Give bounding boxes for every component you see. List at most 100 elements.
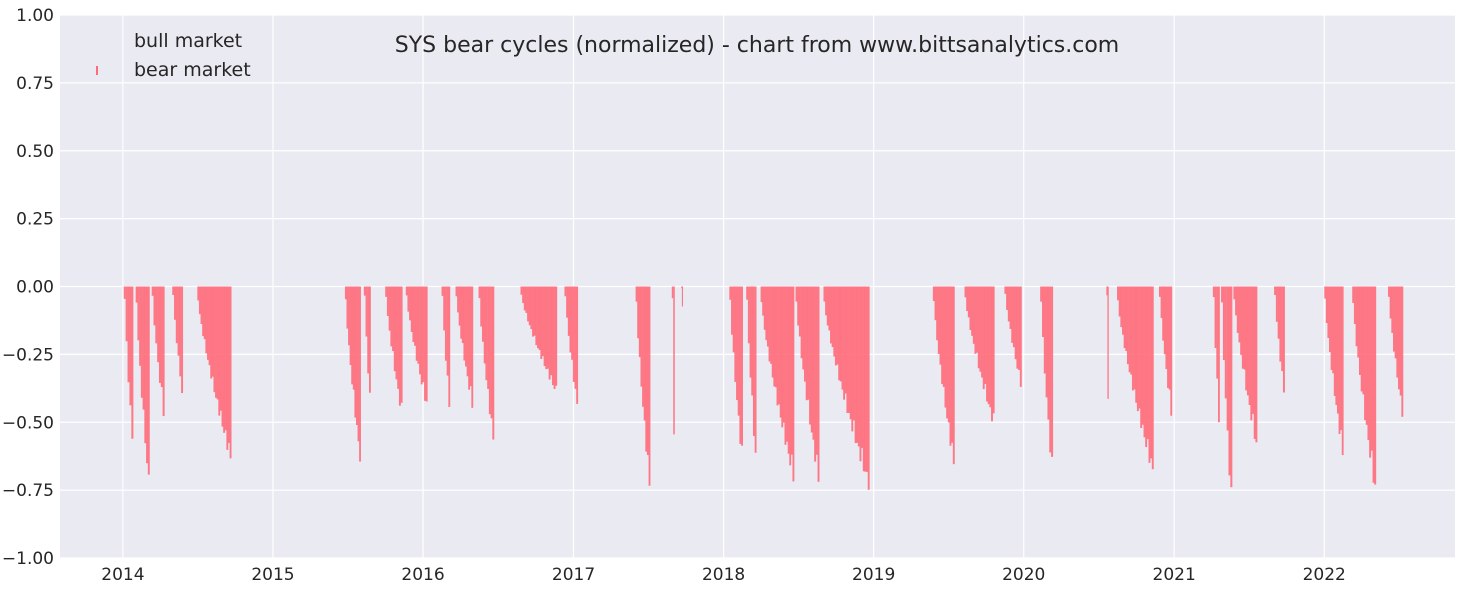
x-tick-label: 2021 (1153, 565, 1196, 585)
bear-bar (1148, 286, 1151, 463)
bear-bar (551, 286, 554, 386)
bear-bar (857, 286, 860, 447)
bear-bar (218, 286, 221, 416)
bear-bar (1117, 286, 1119, 301)
bear-period (681, 286, 684, 307)
bear-bar (812, 286, 815, 440)
bear-period (520, 286, 558, 389)
bear-bar (1125, 286, 1128, 351)
bear-period (1004, 286, 1022, 387)
bear-bar (825, 286, 828, 316)
bear-bar (1118, 286, 1121, 317)
bear-bar (781, 286, 784, 428)
bear-bar (388, 286, 391, 331)
bear-bar (831, 286, 834, 348)
y-tick-label: 0.50 (16, 142, 54, 162)
bear-bar (354, 286, 357, 418)
bear-bar (1358, 286, 1361, 375)
bear-bar (763, 286, 766, 330)
bear-bar (991, 286, 993, 422)
bear-bar (414, 286, 417, 346)
bear-bar (1245, 286, 1248, 391)
bear-bar (1047, 286, 1050, 420)
legend-bear-marker (96, 66, 98, 75)
bear-bar (846, 286, 849, 413)
bear-bar (1365, 286, 1368, 425)
bear-bar (352, 286, 355, 390)
bear-period (932, 286, 955, 465)
chart-title: SYS bear cycles (normalized) - chart fro… (395, 33, 1119, 58)
bear-bar (409, 286, 412, 321)
bear-bar (866, 286, 868, 472)
bear-bar (1233, 286, 1236, 300)
bear-bar (771, 286, 774, 378)
bear-bar (127, 286, 130, 383)
bear-bar (355, 286, 358, 426)
bear-bar (984, 286, 987, 384)
bear-bar (197, 286, 200, 301)
bear-bar (1238, 286, 1241, 343)
y-tick-label: −0.75 (2, 481, 54, 501)
bear-bar (1222, 286, 1225, 361)
bear-bar (1158, 286, 1161, 297)
bear-bar (747, 286, 750, 344)
bear-bar (153, 286, 156, 326)
x-tick-label: 2019 (852, 565, 895, 585)
bear-bar (795, 286, 798, 302)
bear-bar (1389, 286, 1392, 319)
bear-period (405, 286, 428, 402)
bear-bar (1012, 286, 1015, 348)
bear-bar (441, 286, 444, 296)
bear-bar (1120, 286, 1123, 328)
bear-bar (533, 286, 536, 336)
bear-bar (466, 286, 469, 377)
bear-bar (567, 286, 570, 336)
bear-bar (797, 286, 800, 326)
bear-bar (838, 286, 841, 381)
bear-bar (205, 286, 208, 354)
bear-bar (457, 286, 459, 313)
bear-period (344, 286, 361, 462)
bear-bar (841, 286, 844, 390)
bear-bar (1274, 286, 1277, 296)
bear-bar (1240, 286, 1243, 355)
bear-bar (172, 286, 175, 295)
bear-bar (140, 286, 143, 398)
bear-bar (1243, 286, 1246, 370)
legend-bear-label: bear market (134, 59, 251, 81)
bear-bar (202, 286, 205, 337)
bear-bar (525, 286, 528, 313)
y-tick-label: −0.50 (2, 413, 54, 433)
bear-bar (419, 286, 421, 375)
legend-bull-label: bull market (134, 30, 242, 52)
bear-bar (564, 286, 567, 297)
bear-bar (351, 286, 354, 385)
bear-bar (766, 286, 769, 347)
bear-bar (385, 286, 388, 297)
bear-bar (1391, 286, 1394, 334)
bear-bar (1041, 286, 1044, 338)
bear-bar (969, 286, 972, 331)
y-axis-ticks: 1.00 0.75 0.50 0.25 0.00 −0.25 −0.50 −0.75 −1.00 (2, 6, 54, 569)
bear-bar (179, 286, 182, 377)
bear-bar (546, 286, 549, 369)
bear-bar (844, 286, 847, 394)
bear-bar (1007, 286, 1010, 322)
bear-bar (833, 286, 836, 357)
bear-bar (555, 286, 558, 386)
bear-period (172, 286, 184, 394)
bear-bar (826, 286, 829, 326)
bear-bar (1246, 286, 1249, 396)
bear-bar (852, 286, 855, 421)
bear-period (746, 286, 757, 453)
bear-bar (550, 286, 553, 376)
bear-period (455, 286, 474, 408)
bear-bar (1163, 286, 1166, 355)
bear-bar (1133, 286, 1136, 390)
bear-bar (400, 286, 403, 403)
bear-bar (490, 286, 493, 419)
bear-bar (420, 286, 423, 385)
bear-bar (861, 286, 864, 448)
bear-bar (1016, 286, 1019, 369)
bear-bar (228, 286, 230, 443)
